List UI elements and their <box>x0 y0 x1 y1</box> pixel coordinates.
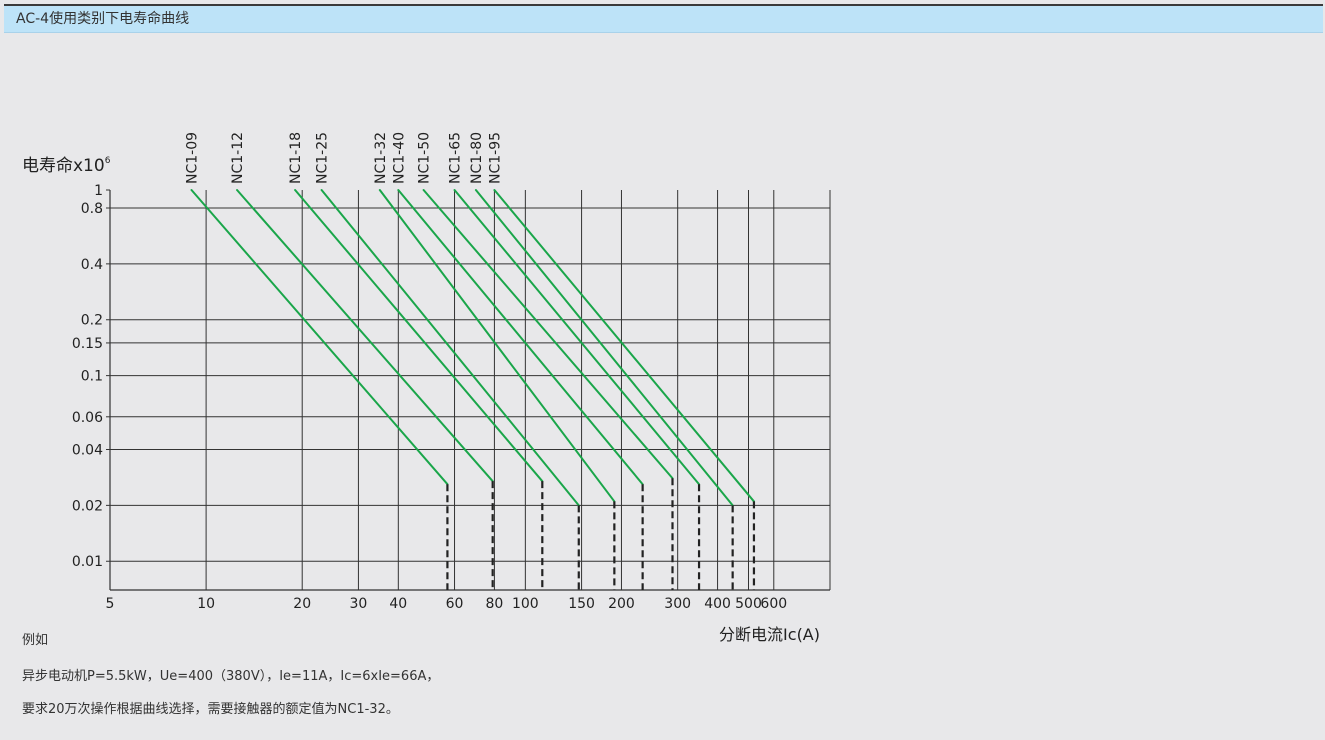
y-tick-label: 0.15 <box>72 336 103 352</box>
x-tick-label: 30 <box>350 596 368 612</box>
series-line-nc1-50 <box>422 189 674 480</box>
x-tick-label: 60 <box>446 596 464 612</box>
y-tick-label: 0.2 <box>81 313 103 329</box>
series-line-nc1-95 <box>493 189 755 503</box>
series-line-nc1-40 <box>397 189 644 486</box>
y-tick-label: 0.01 <box>72 554 103 570</box>
y-tick-label: 0.02 <box>72 498 103 514</box>
series-label-nc1-32: NC1-32 <box>373 132 389 184</box>
y-tick-label: 0.8 <box>81 201 103 217</box>
example-line-2: 要求20万次操作根据曲线选择，需要接触器的额定值为NC1-32。 <box>22 702 399 717</box>
series-label-nc1-09: NC1-09 <box>184 132 200 184</box>
y-tick-label: 0.04 <box>72 442 103 458</box>
series-label-nc1-18: NC1-18 <box>288 132 304 184</box>
series-label-nc1-95: NC1-95 <box>487 132 503 184</box>
series-label-nc1-50: NC1-50 <box>417 132 433 184</box>
x-axis-label: 分断电流Ic(A) <box>719 625 820 644</box>
x-tick-label: 40 <box>389 596 407 612</box>
x-tick-label: 10 <box>197 596 215 612</box>
x-tick-label: 300 <box>664 596 691 612</box>
series-line-nc1-25 <box>320 189 580 507</box>
x-tick-label: 100 <box>512 596 539 612</box>
x-tick-label: 5 <box>106 596 115 612</box>
y-tick-label: 0.4 <box>81 257 103 273</box>
y-tick-label: 1 <box>94 183 103 199</box>
series-line-nc1-09 <box>190 189 449 486</box>
y-axis-label: 电寿命x106 <box>22 156 111 176</box>
labels: 电寿命x106 分断电流Ic(A) 1 0.8 0.4 0.2 0.15 0.1 0.06 0… <box>22 132 820 644</box>
series-line-nc1-18 <box>294 189 544 483</box>
panel-title: AC-4使用类别下电寿命曲线 <box>4 6 1323 33</box>
series-label-nc1-12: NC1-12 <box>230 132 246 184</box>
series-label-nc1-80: NC1-80 <box>469 132 485 184</box>
example-title: 例如 <box>22 633 49 648</box>
series-line-nc1-65 <box>453 189 701 486</box>
series-line-nc1-12 <box>236 189 494 483</box>
y-tick-label: 0.1 <box>81 369 103 385</box>
series-label-nc1-65: NC1-65 <box>448 132 464 184</box>
y-axis-label-exponent: 6 <box>105 156 111 166</box>
axes <box>106 189 831 591</box>
series <box>190 189 756 590</box>
series-label-nc1-25: NC1-25 <box>315 132 331 184</box>
series-label-nc1-40: NC1-40 <box>391 132 407 184</box>
example-line-1: 异步电动机P=5.5kW，Ue=400（380V），Ie=11A，Ic=6xIe… <box>22 669 440 684</box>
grid <box>110 190 830 590</box>
x-tick-label: 200 <box>608 596 635 612</box>
x-tick-label: 600 <box>760 596 787 612</box>
x-tick-label: 150 <box>568 596 595 612</box>
x-tick-label: 80 <box>486 596 504 612</box>
x-tick-label: 400 <box>704 596 731 612</box>
x-tick-label: 20 <box>293 596 311 612</box>
series-line-nc1-32 <box>378 189 616 503</box>
y-tick-label: 0.06 <box>72 410 103 426</box>
chart-panel: AC-4使用类别下电寿命曲线 <box>4 4 1323 737</box>
series-line-nc1-80 <box>474 189 734 507</box>
x-tick-label: 500 <box>735 596 762 612</box>
